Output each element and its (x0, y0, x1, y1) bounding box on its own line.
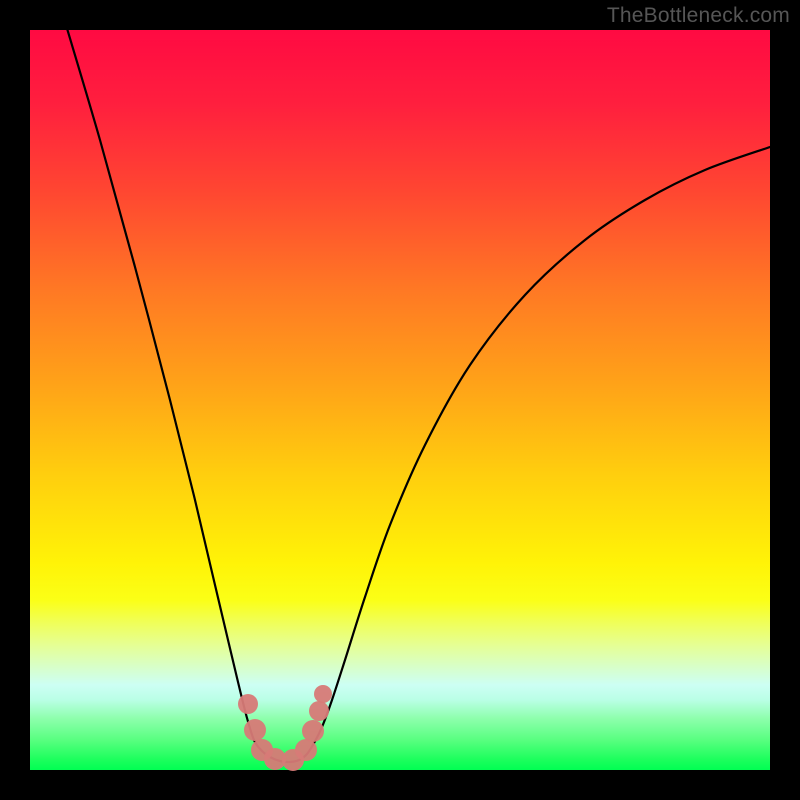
curve-marker (244, 719, 266, 741)
plot-container (30, 30, 770, 770)
curve-marker (302, 720, 324, 742)
curve-marker (295, 739, 317, 761)
curve-marker (309, 701, 329, 721)
watermark-text: TheBottleneck.com (607, 4, 790, 28)
bottleneck-curve (30, 30, 770, 770)
curve-marker (314, 685, 332, 703)
curve-marker (238, 694, 258, 714)
